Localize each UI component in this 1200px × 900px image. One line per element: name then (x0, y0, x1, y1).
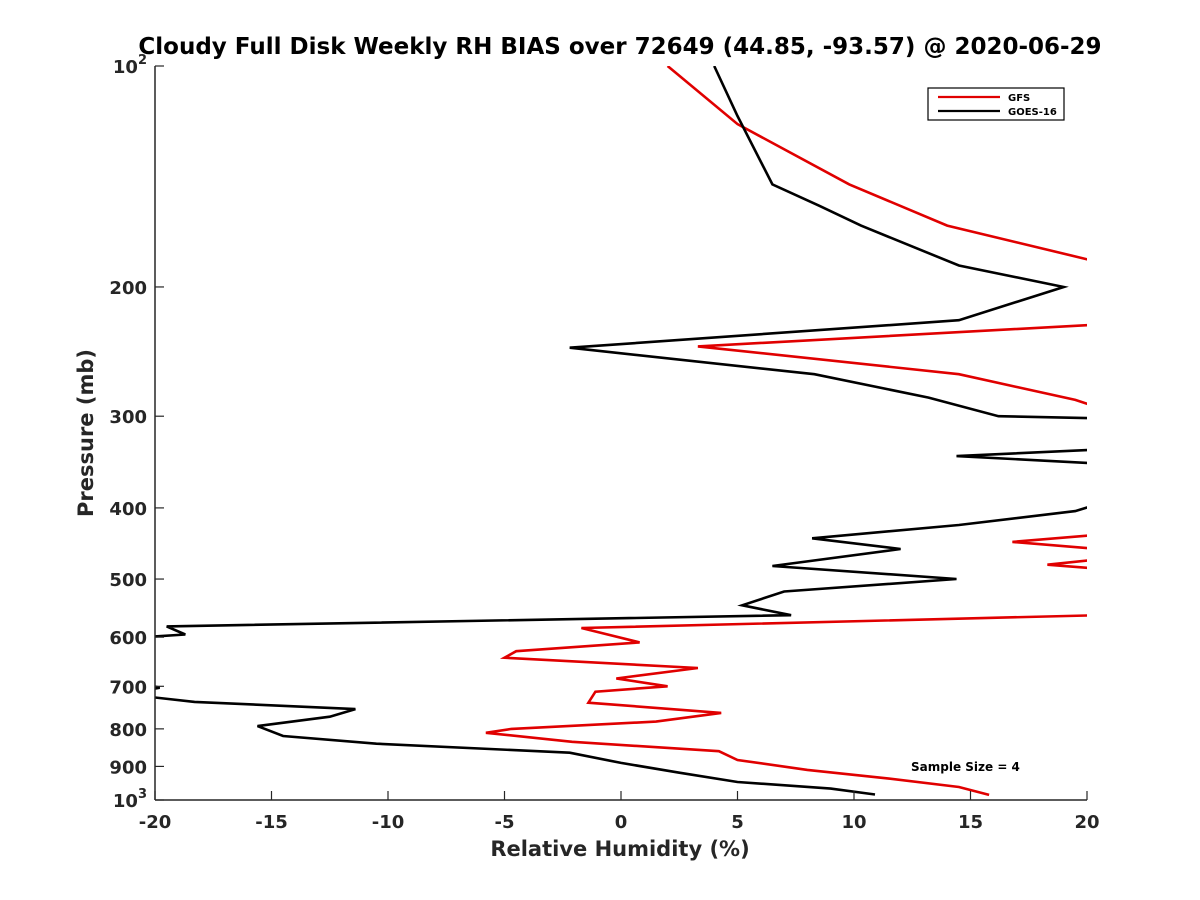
series-line-segment (155, 506, 1087, 638)
series-line-segment (155, 685, 160, 690)
chart-title: Cloudy Full Disk Weekly RH BIAS over 726… (138, 34, 1101, 60)
legend-label-gfs: GFS (1008, 93, 1030, 104)
series-line-segment (666, 66, 1087, 261)
y-axis-label: Pressure (mb) (74, 349, 98, 517)
y-tick-label: 300 (109, 407, 147, 428)
x-tick-label: -10 (372, 812, 405, 833)
y-tick-label: 102 (113, 53, 147, 78)
x-tick-label: -20 (139, 812, 172, 833)
series-goes-16 (155, 66, 1087, 796)
series-line-segment (569, 66, 1087, 420)
sample-size-annotation: Sample Size = 4 (911, 760, 1020, 774)
legend: GFS GOES-16 (927, 87, 1065, 121)
series-layer (155, 66, 1087, 797)
x-tick-label: -5 (495, 812, 515, 833)
x-tick-label: 20 (1074, 812, 1099, 833)
y-tick-label: 900 (109, 757, 147, 778)
legend-label-goes16: GOES-16 (1008, 107, 1057, 118)
x-tick-label: 10 (841, 812, 866, 833)
legend-box (927, 87, 1065, 121)
plot-area (155, 66, 1087, 797)
series-line-segment (485, 614, 1087, 797)
y-tick-label: 700 (109, 677, 147, 698)
x-tick-label: 15 (958, 812, 983, 833)
series-line-segment (155, 696, 876, 796)
y-tick-label: 400 (109, 499, 147, 520)
series-gfs (485, 66, 1087, 797)
x-tick-label: -15 (255, 812, 288, 833)
x-tick-label: 0 (615, 812, 628, 833)
series-line-segment (697, 323, 1087, 406)
x-tick-label: 5 (731, 812, 744, 833)
series-line-segment (1047, 559, 1087, 570)
series-line-segment (956, 448, 1087, 465)
y-tick-label: 800 (109, 720, 147, 741)
y-tick-label: 200 (109, 278, 147, 299)
ticks-layer: -20 -15 -10 -5 0 5 10 15 20 102 200 300 400 500 600 700… (109, 53, 1099, 833)
y-tick-label: 600 (109, 628, 147, 649)
y-tick-label: 500 (109, 570, 147, 591)
series-line-segment (1012, 534, 1087, 550)
y-tick-label: 103 (113, 787, 147, 812)
x-axis-label: Relative Humidity (%) (490, 837, 749, 861)
